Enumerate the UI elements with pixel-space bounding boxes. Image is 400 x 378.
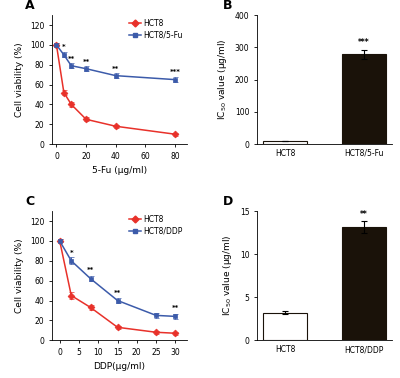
Text: *: * (62, 44, 66, 50)
Legend: HCT8, HCT8/5-Fu: HCT8, HCT8/5-Fu (129, 19, 183, 39)
Text: A: A (25, 0, 35, 12)
Text: **: ** (68, 56, 75, 62)
Legend: HCT8, HCT8/DDP: HCT8, HCT8/DDP (129, 215, 183, 235)
Text: C: C (25, 195, 34, 208)
Text: D: D (223, 195, 234, 208)
Y-axis label: Cell viability (%): Cell viability (%) (15, 42, 24, 117)
Text: **: ** (114, 290, 121, 296)
Text: **: ** (112, 66, 119, 72)
Y-axis label: IC$_{50}$ value (μg/ml): IC$_{50}$ value (μg/ml) (221, 235, 234, 316)
Text: *: * (70, 250, 73, 256)
Bar (263, 141, 307, 144)
Bar (263, 313, 307, 340)
Y-axis label: IC$_{50}$ value (μg/ml): IC$_{50}$ value (μg/ml) (216, 39, 229, 121)
Text: B: B (223, 0, 233, 12)
Text: ***: *** (358, 38, 370, 47)
Bar (342, 54, 386, 144)
Bar (342, 227, 386, 340)
Y-axis label: Cell viability (%): Cell viability (%) (15, 239, 24, 313)
Text: **: ** (87, 267, 94, 273)
X-axis label: 5-Fu (μg/ml): 5-Fu (μg/ml) (92, 166, 147, 175)
Text: **: ** (172, 305, 179, 311)
Text: ***: *** (170, 69, 180, 75)
Text: **: ** (82, 59, 90, 65)
Text: **: ** (360, 210, 368, 219)
X-axis label: DDP(μg/ml): DDP(μg/ml) (94, 363, 146, 372)
